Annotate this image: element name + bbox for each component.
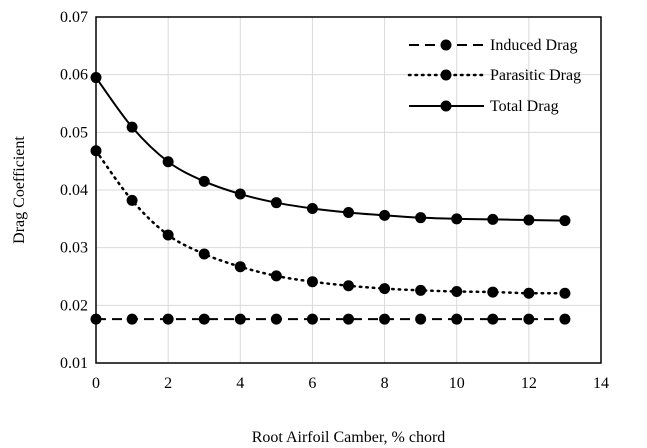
x-tick-label: 6 [308, 375, 316, 392]
x-tick-label: 0 [92, 375, 100, 392]
x-tick-label: 10 [449, 375, 465, 392]
data-point-parasitic-drag [379, 283, 391, 295]
data-point-total-drag [306, 202, 318, 214]
data-point-total-drag [379, 209, 391, 221]
data-point-parasitic-drag [306, 276, 318, 288]
data-point-parasitic-drag [559, 287, 571, 299]
y-tick-label: 0.05 [60, 124, 88, 141]
x-tick-label: 12 [521, 375, 537, 392]
data-point-parasitic-drag [126, 194, 138, 206]
plot-area-border [95, 16, 602, 364]
legend-label-parasitic-drag: Parasitic Drag [490, 67, 581, 84]
y-axis-title: Drag Coefficient [11, 136, 28, 244]
x-tick-label: 8 [381, 375, 389, 392]
data-point-induced-drag [270, 313, 282, 325]
data-point-total-drag [559, 215, 571, 227]
data-point-parasitic-drag [162, 229, 174, 241]
data-point-induced-drag [523, 313, 535, 325]
legend-item-induced-drag: Induced Drag [409, 37, 578, 54]
series-layer [90, 72, 571, 325]
data-point-total-drag [270, 197, 282, 209]
x-tick-label: 2 [164, 375, 172, 392]
data-point-induced-drag [487, 313, 499, 325]
data-point-total-drag [198, 175, 210, 187]
legend-marker-induced-drag [440, 39, 452, 51]
legend-item-total-drag: Total Drag [409, 98, 559, 115]
data-point-parasitic-drag [343, 280, 354, 292]
y-tick-label: 0.01 [60, 355, 88, 372]
tick-labels: 0 2 4 6 8 10 12 14 0.01 0.02 0.03 0.04 0.05 0.06 0.07 [60, 9, 609, 392]
data-point-total-drag [343, 206, 354, 218]
data-point-total-drag [487, 213, 499, 225]
y-tick-label: 0.06 [60, 67, 88, 84]
data-point-induced-drag [126, 313, 138, 325]
data-point-total-drag [523, 214, 535, 226]
y-tick-label: 0.07 [60, 9, 88, 26]
data-point-total-drag [162, 156, 174, 168]
data-point-parasitic-drag [451, 285, 463, 297]
legend: Induced Drag Parasitic Drag Total Drag [407, 37, 581, 115]
gridlines [96, 17, 601, 363]
legend-marker-total-drag [440, 100, 452, 112]
data-point-induced-drag [198, 313, 210, 325]
x-tick-label: 4 [236, 375, 244, 392]
data-point-induced-drag [162, 313, 174, 325]
data-point-parasitic-drag [198, 248, 210, 260]
y-tick-label: 0.04 [60, 182, 88, 199]
y-tick-label: 0.02 [60, 297, 88, 314]
x-axis-title: Root Airfoil Camber, % chord [252, 429, 446, 446]
data-point-parasitic-drag [487, 286, 499, 298]
data-point-total-drag [415, 212, 427, 224]
data-point-parasitic-drag [270, 270, 282, 282]
y-tick-label: 0.03 [60, 240, 88, 257]
data-point-total-drag [451, 213, 463, 225]
series-total-drag [90, 72, 571, 227]
data-point-total-drag [126, 121, 138, 133]
data-point-induced-drag [559, 313, 571, 325]
series-parasitic-drag [90, 145, 571, 299]
series-induced-drag [90, 313, 571, 325]
data-point-parasitic-drag [234, 261, 246, 273]
data-point-induced-drag [379, 313, 391, 325]
x-tick-label: 14 [593, 375, 609, 392]
data-point-parasitic-drag [415, 284, 427, 296]
data-point-parasitic-drag [523, 287, 535, 299]
data-point-induced-drag [306, 313, 318, 325]
legend-label-total-drag: Total Drag [490, 98, 559, 115]
data-point-induced-drag [343, 313, 354, 325]
data-point-induced-drag [234, 313, 246, 325]
legend-label-induced-drag: Induced Drag [490, 37, 578, 54]
data-point-total-drag [234, 188, 246, 200]
data-point-induced-drag [415, 313, 427, 325]
legend-marker-parasitic-drag [440, 69, 452, 81]
legend-item-parasitic-drag: Parasitic Drag [407, 67, 581, 84]
data-point-induced-drag [451, 313, 463, 325]
